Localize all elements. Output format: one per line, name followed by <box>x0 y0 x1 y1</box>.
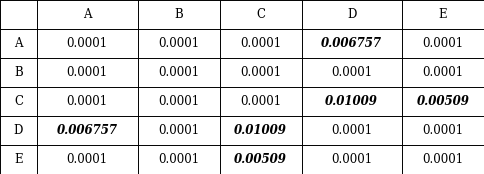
Text: B: B <box>174 8 183 21</box>
Text: 0.0001: 0.0001 <box>423 124 464 137</box>
Text: 0.0001: 0.0001 <box>423 153 464 166</box>
Text: D: D <box>14 124 23 137</box>
Text: 0.0001: 0.0001 <box>423 37 464 50</box>
Text: 0.0001: 0.0001 <box>331 124 372 137</box>
Text: E: E <box>439 8 447 21</box>
Text: B: B <box>14 66 23 79</box>
Text: 0.0001: 0.0001 <box>240 66 281 79</box>
Text: 0.0001: 0.0001 <box>158 37 199 50</box>
Text: C: C <box>256 8 265 21</box>
Text: 0.01009: 0.01009 <box>325 95 378 108</box>
Text: 0.0001: 0.0001 <box>240 37 281 50</box>
Text: 0.0001: 0.0001 <box>423 66 464 79</box>
Text: 0.01009: 0.01009 <box>234 124 287 137</box>
Text: 0.0001: 0.0001 <box>158 95 199 108</box>
Text: 0.0001: 0.0001 <box>158 124 199 137</box>
Text: 0.0001: 0.0001 <box>67 153 108 166</box>
Text: 0.0001: 0.0001 <box>158 153 199 166</box>
Text: 0.006757: 0.006757 <box>57 124 118 137</box>
Text: C: C <box>14 95 23 108</box>
Text: 0.00509: 0.00509 <box>417 95 469 108</box>
Text: 0.0001: 0.0001 <box>158 66 199 79</box>
Text: E: E <box>14 153 23 166</box>
Text: 0.0001: 0.0001 <box>67 37 108 50</box>
Text: A: A <box>83 8 91 21</box>
Text: A: A <box>14 37 23 50</box>
Text: 0.0001: 0.0001 <box>240 95 281 108</box>
Text: D: D <box>347 8 356 21</box>
Text: 0.0001: 0.0001 <box>67 66 108 79</box>
Text: 0.0001: 0.0001 <box>67 95 108 108</box>
Text: 0.006757: 0.006757 <box>321 37 382 50</box>
Text: 0.0001: 0.0001 <box>331 153 372 166</box>
Text: 0.0001: 0.0001 <box>331 66 372 79</box>
Text: 0.00509: 0.00509 <box>234 153 287 166</box>
